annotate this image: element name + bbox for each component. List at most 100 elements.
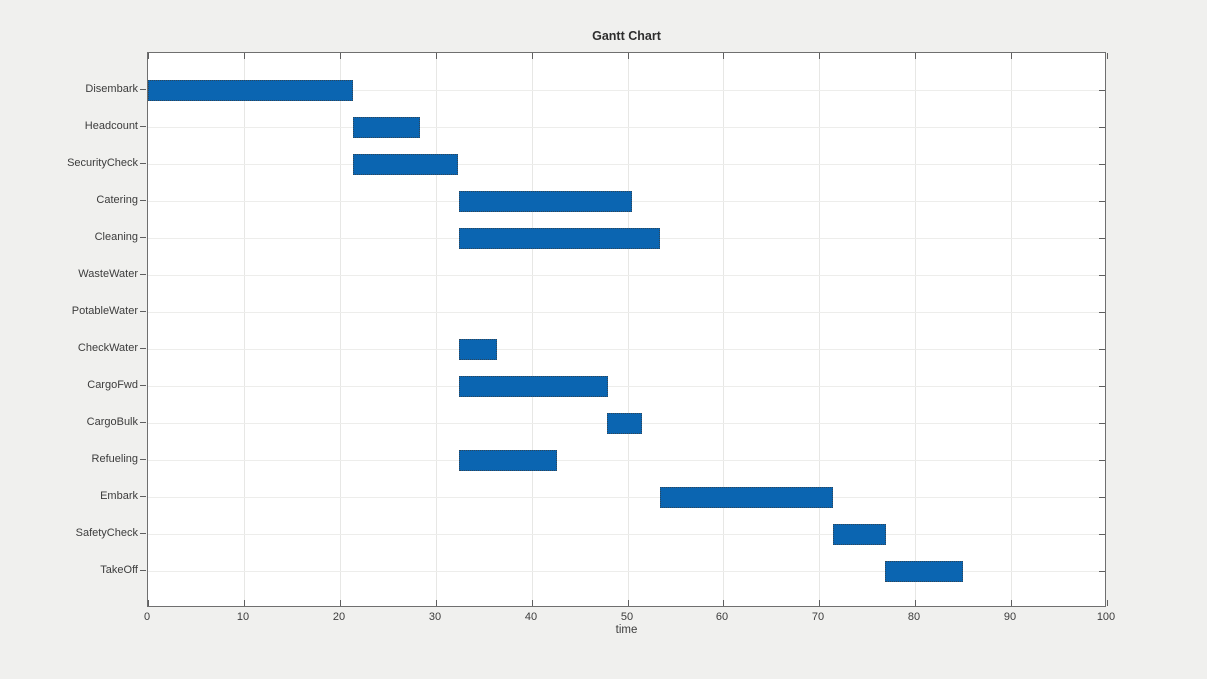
gridline-horizontal: [148, 275, 1105, 276]
y-axis-category-label: Disembark: [85, 83, 138, 95]
y-axis-category-label: Headcount: [84, 120, 138, 132]
x-tick-mark-top: [148, 53, 149, 59]
x-tick-mark-top: [915, 53, 916, 59]
x-tick-label: 30: [428, 611, 442, 623]
x-tick-label: 60: [715, 611, 729, 623]
gantt-bar: [885, 561, 963, 582]
y-tick-mark-left: [140, 311, 146, 312]
x-tick-mark-bottom: [244, 600, 245, 606]
y-tick-mark-left: [140, 348, 146, 349]
gantt-bar: [459, 228, 660, 249]
gridline-vertical: [915, 53, 916, 606]
gridline-horizontal: [148, 127, 1105, 128]
y-axis-category-label: WasteWater: [78, 268, 138, 280]
gridline-vertical: [436, 53, 437, 606]
x-tick-label: 70: [811, 611, 825, 623]
y-axis-category-label: PotableWater: [71, 305, 138, 317]
x-tick-mark-top: [1011, 53, 1012, 59]
y-tick-mark-left: [140, 200, 146, 201]
x-axis-label: time: [615, 624, 638, 636]
gridline-vertical: [628, 53, 629, 606]
x-tick-label: 20: [332, 611, 346, 623]
y-tick-mark-right: [1099, 164, 1105, 165]
x-tick-mark-top: [532, 53, 533, 59]
y-tick-mark-left: [140, 422, 146, 423]
y-axis-category-label: Refueling: [91, 453, 138, 465]
y-tick-mark-left: [140, 126, 146, 127]
gantt-bar: [353, 154, 458, 175]
gridline-horizontal: [148, 497, 1105, 498]
gantt-bar: [459, 376, 608, 397]
y-tick-mark-left: [140, 89, 146, 90]
gridline-vertical: [819, 53, 820, 606]
x-tick-mark-bottom: [1107, 600, 1108, 606]
y-tick-mark-left: [140, 496, 146, 497]
y-tick-mark-right: [1099, 386, 1105, 387]
x-tick-mark-top: [819, 53, 820, 59]
y-tick-mark-right: [1099, 349, 1105, 350]
y-tick-mark-left: [140, 163, 146, 164]
y-tick-mark-right: [1099, 127, 1105, 128]
gantt-bar: [353, 117, 420, 138]
x-tick-label: 40: [524, 611, 538, 623]
x-tick-mark-top: [628, 53, 629, 59]
x-tick-mark-bottom: [723, 600, 724, 606]
x-tick-mark-bottom: [436, 600, 437, 606]
gantt-bar: [148, 80, 353, 101]
gridline-vertical: [340, 53, 341, 606]
gridline-horizontal: [148, 312, 1105, 313]
y-tick-mark-right: [1099, 312, 1105, 313]
gridline-horizontal: [148, 90, 1105, 91]
y-axis-category-label: CargoBulk: [86, 416, 138, 428]
gridline-vertical: [244, 53, 245, 606]
gridline-horizontal: [148, 386, 1105, 387]
y-tick-mark-left: [140, 237, 146, 238]
y-axis-category-label: SecurityCheck: [67, 157, 138, 169]
y-axis-category-label: Embark: [100, 490, 138, 502]
y-tick-mark-right: [1099, 90, 1105, 91]
x-tick-label: 90: [1003, 611, 1017, 623]
chart-title: Gantt Chart: [592, 29, 661, 43]
y-tick-mark-right: [1099, 423, 1105, 424]
gantt-bar: [607, 413, 642, 434]
x-tick-label: 0: [143, 611, 151, 623]
y-axis-category-label: Catering: [96, 194, 138, 206]
x-tick-mark-bottom: [532, 600, 533, 606]
gridline-horizontal: [148, 460, 1105, 461]
x-tick-mark-bottom: [819, 600, 820, 606]
x-tick-mark-bottom: [915, 600, 916, 606]
gridline-horizontal: [148, 571, 1105, 572]
x-tick-mark-top: [723, 53, 724, 59]
gridline-horizontal: [148, 349, 1105, 350]
y-axis-category-label: Cleaning: [94, 231, 138, 243]
x-tick-mark-bottom: [628, 600, 629, 606]
y-axis-category-label: CheckWater: [77, 342, 138, 354]
x-tick-label: 50: [620, 611, 634, 623]
y-axis-category-label: TakeOff: [100, 564, 138, 576]
y-axis-category-label: CargoFwd: [87, 379, 138, 391]
plot-area: [147, 52, 1108, 607]
x-tick-mark-top: [1107, 53, 1108, 59]
y-tick-mark-right: [1099, 238, 1105, 239]
gantt-bar: [459, 450, 557, 471]
y-tick-mark-right: [1099, 534, 1105, 535]
y-tick-mark-right: [1099, 571, 1105, 572]
x-tick-mark-top: [340, 53, 341, 59]
gantt-bar: [459, 339, 497, 360]
y-tick-mark-left: [140, 274, 146, 275]
gridline-horizontal: [148, 534, 1105, 535]
y-tick-mark-right: [1099, 275, 1105, 276]
gridline-vertical: [532, 53, 533, 606]
gridline-horizontal: [148, 164, 1105, 165]
x-tick-label: 100: [1096, 611, 1116, 623]
gantt-bar: [459, 191, 632, 212]
y-tick-mark-right: [1099, 497, 1105, 498]
x-tick-label: 80: [907, 611, 921, 623]
y-axis-category-label: SafetyCheck: [75, 527, 138, 539]
gridline-vertical: [723, 53, 724, 606]
gantt-bar: [833, 524, 886, 545]
x-tick-mark-top: [436, 53, 437, 59]
y-tick-mark-left: [140, 570, 146, 571]
y-tick-mark-right: [1099, 201, 1105, 202]
